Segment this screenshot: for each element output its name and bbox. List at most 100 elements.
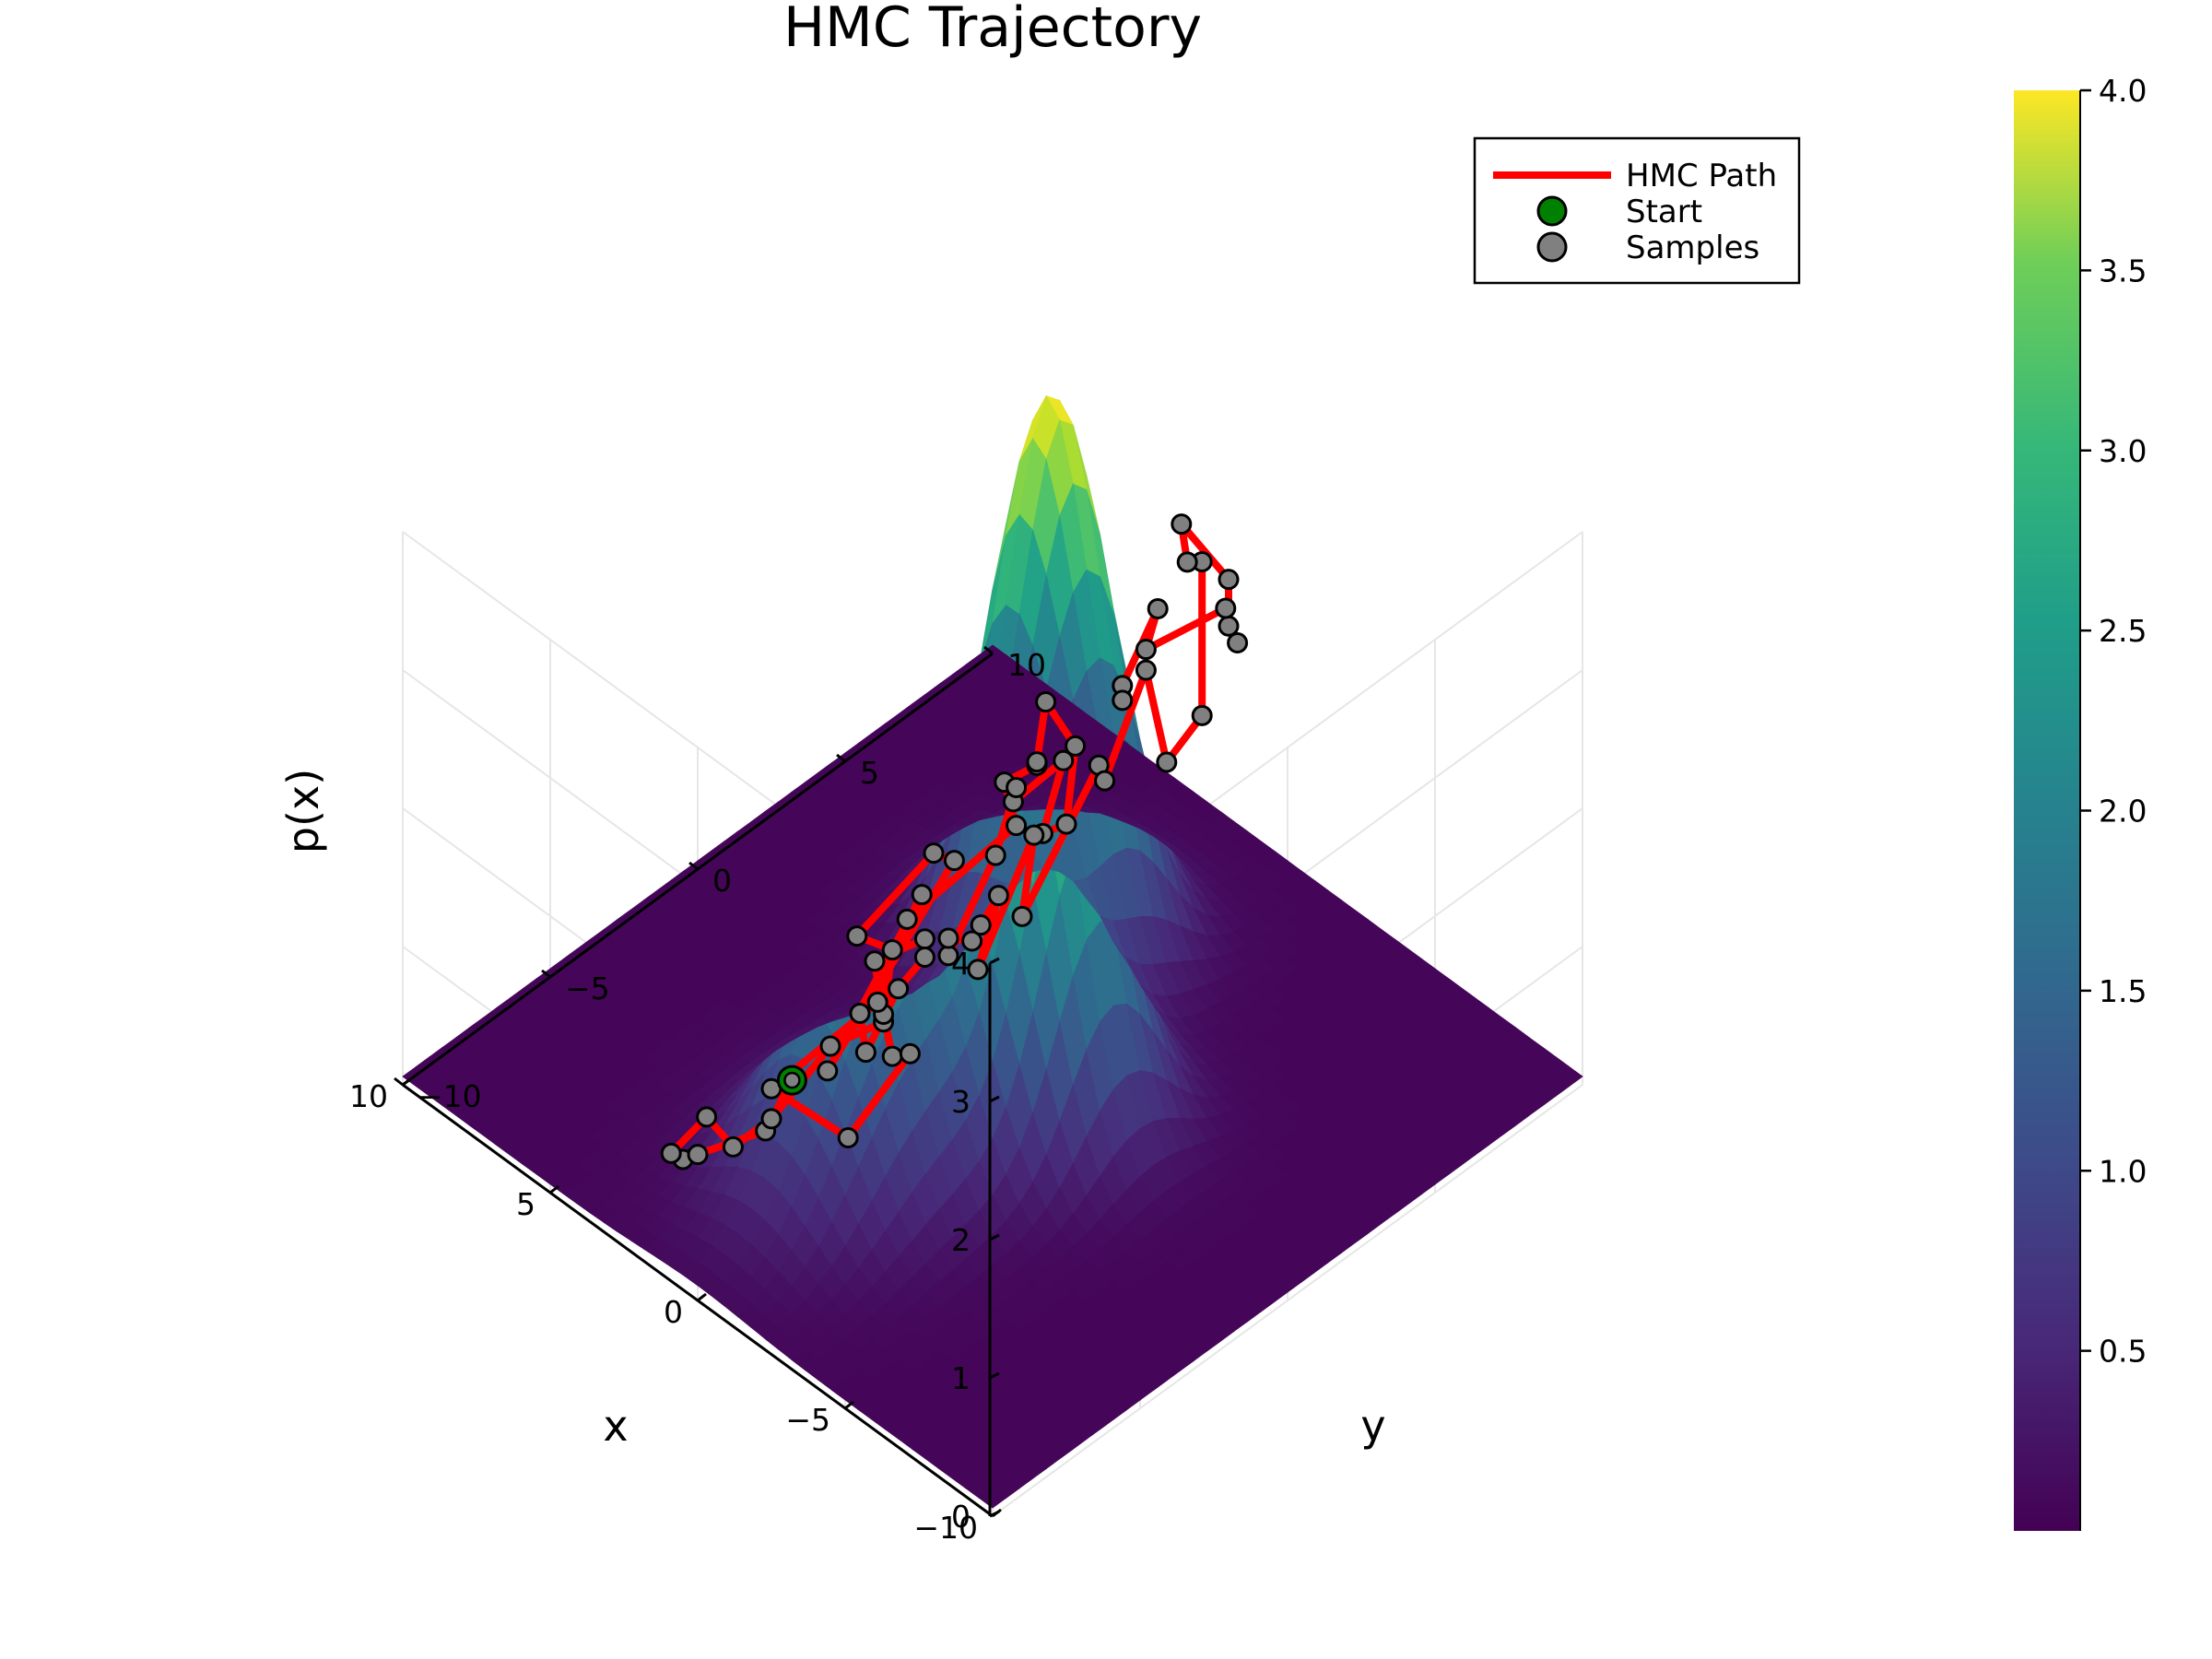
- sample-points: [660, 513, 1249, 1171]
- z-tick-mark: [989, 1095, 1000, 1103]
- sample-point: [888, 978, 910, 1000]
- legend-start-swatch: [1536, 195, 1568, 227]
- z-tick-label: 0: [951, 1499, 971, 1535]
- z-tick-label: 2: [951, 1222, 971, 1258]
- colorbar-tick-label: 1.0: [2099, 1153, 2147, 1189]
- colorbar-tick-label: 2.5: [2099, 613, 2147, 649]
- sample-point: [849, 1003, 871, 1025]
- sample-point: [854, 1041, 877, 1064]
- z-axis-label: p(x): [278, 769, 328, 853]
- sample-point: [961, 930, 983, 952]
- x-tick-label: −5: [785, 1402, 830, 1438]
- sample-point: [1035, 691, 1057, 713]
- sample-point: [837, 1127, 859, 1149]
- sample-point: [1065, 735, 1087, 757]
- sample-point: [864, 950, 886, 972]
- sample-point: [896, 908, 918, 930]
- legend-samples-swatch: [1536, 231, 1568, 263]
- z-tick-mark: [989, 1371, 1000, 1380]
- legend-samples-label: Samples: [1626, 229, 1759, 266]
- y-tick-label: 10: [1007, 647, 1046, 683]
- sample-point: [937, 945, 959, 967]
- x-tick-label: 10: [349, 1078, 388, 1114]
- x-tick-mark: [844, 1400, 854, 1410]
- sample-point: [1094, 770, 1116, 792]
- sample-point: [899, 1042, 921, 1065]
- colorbar-tick-label: 3.0: [2099, 433, 2147, 469]
- y-tick-mark: [983, 645, 994, 655]
- y-tick-label: 0: [712, 863, 732, 899]
- x-tick-label: 0: [664, 1294, 683, 1330]
- sample-point: [1011, 905, 1033, 927]
- sample-point: [1006, 815, 1028, 837]
- sample-point: [722, 1135, 744, 1158]
- sample-point: [984, 844, 1006, 866]
- colorbar-tick-label: 4.0: [2099, 73, 2147, 109]
- sample-point: [987, 885, 1009, 907]
- sample-point: [943, 850, 965, 872]
- sample-point: [1227, 632, 1249, 654]
- sample-point: [967, 959, 989, 981]
- legend-start-label: Start: [1626, 194, 1702, 230]
- legend-hmc-path-label: HMC Path: [1626, 158, 1777, 194]
- sample-point: [913, 946, 935, 968]
- legend-box: [1473, 136, 1801, 285]
- sample-point: [881, 939, 903, 961]
- y-tick-mark: [688, 861, 699, 871]
- sample-point: [881, 1045, 903, 1067]
- sample-point: [760, 1108, 782, 1130]
- y-tick-label: −10: [418, 1078, 482, 1114]
- y-tick-label: −5: [565, 971, 610, 1006]
- sample-point: [1026, 751, 1048, 773]
- x-axis-label: x: [603, 1401, 628, 1451]
- sample-point: [1191, 704, 1213, 726]
- sample-point: [911, 884, 933, 906]
- sample-point: [1055, 813, 1077, 835]
- sample-point: [970, 914, 992, 936]
- legend: HMC Path Start Samples: [1473, 136, 1801, 285]
- sample-point: [937, 927, 959, 949]
- sample-point: [1147, 598, 1169, 620]
- y-tick-mark: [394, 1077, 404, 1087]
- sample-point: [817, 1060, 839, 1082]
- sample-point: [1135, 639, 1157, 661]
- x-tick-mark: [697, 1292, 707, 1302]
- sample-point: [846, 925, 868, 947]
- x-tick-label: 5: [516, 1186, 535, 1222]
- y-axis-label: y: [1360, 1401, 1385, 1451]
- sample-point: [923, 842, 945, 865]
- y-tick-label: 5: [860, 755, 879, 791]
- sample-point: [1215, 597, 1237, 619]
- colorbar-gradient: [2014, 90, 2080, 1531]
- sample-point: [1176, 551, 1198, 573]
- z-tick-mark: [989, 1510, 1000, 1518]
- start-sample-point: [783, 1071, 801, 1089]
- y-tick-mark: [836, 753, 846, 763]
- sample-point: [1053, 749, 1075, 771]
- x-tick-mark: [549, 1184, 559, 1194]
- sample-point: [660, 1142, 682, 1164]
- sample-point: [696, 1106, 718, 1128]
- z-tick-label: 3: [951, 1084, 971, 1120]
- colorbar-tick-label: 1.5: [2099, 973, 2147, 1009]
- z-tick-mark: [989, 1233, 1000, 1241]
- chart-title: HMC Trajectory: [783, 0, 1202, 60]
- sample-point: [1218, 615, 1240, 637]
- sample-point: [819, 1035, 841, 1057]
- sample-point: [866, 991, 888, 1013]
- density-surface: [402, 394, 1583, 1509]
- sample-point: [1006, 776, 1028, 798]
- z-tick-label: 1: [951, 1360, 971, 1396]
- colorbar-tick-label: 2.0: [2099, 794, 2147, 830]
- sample-point: [1112, 689, 1134, 712]
- x-tick-mark: [402, 1077, 412, 1087]
- z-tick-mark: [989, 957, 1000, 965]
- sample-point: [1171, 513, 1193, 535]
- colorbar: 0.5 1.0 1.5 2.0 2.5 3.0 3.5 4.0: [2014, 73, 2147, 1531]
- sample-point: [1135, 659, 1157, 681]
- sample-point: [1023, 824, 1045, 846]
- sample-point: [687, 1144, 709, 1166]
- colorbar-tick-label: 0.5: [2099, 1334, 2147, 1370]
